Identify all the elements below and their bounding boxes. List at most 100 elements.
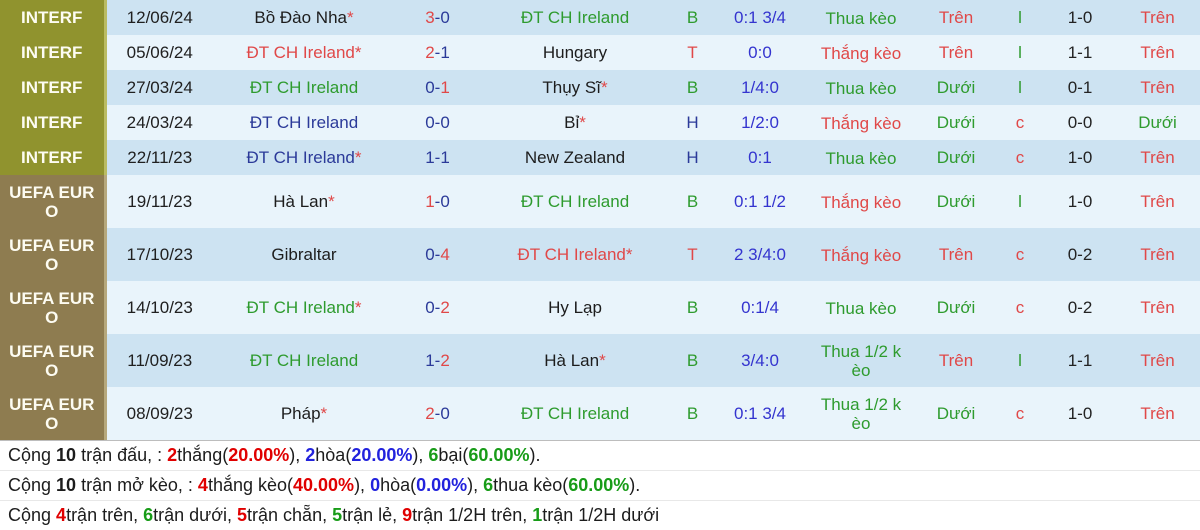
home-team-cell: Bồ Đào Nha* <box>213 0 395 35</box>
halftime-over-under-cell: Trên <box>1115 0 1200 35</box>
over-under-label: Trên <box>938 42 974 62</box>
handicap-result-label: Thắng kèo <box>820 43 902 63</box>
summary-segment: thắng( <box>177 445 229 465</box>
odd-even-letter: c <box>1015 244 1025 264</box>
summary-segment: hòa( <box>380 475 417 495</box>
handicap-value: 0:1 3/4 <box>734 7 786 27</box>
summary-segment: ), <box>354 475 371 495</box>
halftime-score: 1-1 <box>1067 350 1093 370</box>
summary-segment: 10 <box>56 475 77 495</box>
star-mark: * <box>600 77 608 97</box>
halftime-over-under-label: Trên <box>1140 244 1175 264</box>
score-dash: - <box>434 77 441 97</box>
home-team-name: ĐT CH Ireland <box>249 350 359 370</box>
summary: Cộng 10 trận đấu, : 2thắng(20.00%), 2hòa… <box>0 440 1200 530</box>
home-team-cell: ĐT CH Ireland* <box>213 35 395 70</box>
date-label: 05/06/24 <box>126 42 193 62</box>
summary-segment: 4 <box>197 475 208 495</box>
summary-segment: ), <box>289 445 306 465</box>
score-dash: - <box>434 147 441 167</box>
competition-label: UEFA EURO <box>9 182 95 221</box>
summary-segment: trận dưới, <box>153 505 238 525</box>
handicap-cell: 1/2:0 <box>715 105 805 140</box>
summary-segment: 4 <box>56 505 67 525</box>
fulltime-score-cell: 1-1 <box>395 140 480 175</box>
over-under-label: Dưới <box>936 403 976 423</box>
score-away: 1 <box>440 77 450 97</box>
summary-segment: trận đấu, : <box>76 445 168 465</box>
fulltime-score-cell: 2-0 <box>395 387 480 440</box>
date-label: 12/06/24 <box>126 7 193 27</box>
odd-even-letter: l <box>1018 77 1022 97</box>
date-cell: 14/10/23 <box>105 281 213 334</box>
score-away: 0 <box>440 112 450 132</box>
halftime-score: 0-2 <box>1067 297 1093 317</box>
halftime-over-under-cell: Trên <box>1115 175 1200 228</box>
handicap-result-cell: Thua 1/2 kèo <box>805 334 917 387</box>
home-team-name: Bồ Đào Nha <box>254 7 347 27</box>
handicap-result-cell: Thua 1/2 kèo <box>805 387 917 440</box>
over-under-cell: Dưới <box>917 387 995 440</box>
odd-even-letter: l <box>1018 7 1022 27</box>
summary-segment: Cộng <box>8 475 57 495</box>
score-away: 0 <box>440 7 450 27</box>
score-dash: - <box>434 350 441 370</box>
away-team-cell: Bỉ* <box>480 105 670 140</box>
fulltime-score-cell: 1-0 <box>395 175 480 228</box>
handicap-value: 0:0 <box>748 42 772 62</box>
competition-cell: INTERF <box>0 0 107 35</box>
handicap-cell: 0:1/4 <box>715 281 805 334</box>
competition-label: INTERF <box>21 148 83 167</box>
halftime-score-cell: 0-2 <box>1045 228 1115 281</box>
home-team-cell: ĐT CH Ireland <box>213 334 395 387</box>
result-letter-cell: B <box>670 387 715 440</box>
result-letter: H <box>686 112 699 132</box>
fulltime-score-cell: 3-0 <box>395 0 480 35</box>
away-team-cell: Hy Lạp <box>480 281 670 334</box>
score-away: 2 <box>440 297 450 317</box>
halftime-score: 1-1 <box>1067 42 1093 62</box>
summary-segment: ), <box>467 475 484 495</box>
match-row: UEFA EURO 17/10/23 Gibraltar 0-4 ĐT CH Irela… <box>0 228 1200 281</box>
score-home: 1 <box>425 350 435 370</box>
summary-segment: ). <box>629 475 641 495</box>
summary-segment: 2 <box>167 445 178 465</box>
odd-even-letter: c <box>1015 112 1025 132</box>
over-under-label: Trên <box>938 7 974 27</box>
score-home: 2 <box>425 42 435 62</box>
competition-label: INTERF <box>21 43 83 62</box>
competition-cell: INTERF <box>0 140 107 175</box>
date-label: 17/10/23 <box>126 244 193 264</box>
score-home: 0 <box>425 297 435 317</box>
handicap-cell: 0:1 <box>715 140 805 175</box>
star-mark: * <box>354 42 362 62</box>
handicap-result-cell: Thắng kèo <box>805 35 917 70</box>
halftime-over-under-cell: Trên <box>1115 70 1200 105</box>
result-letter-cell: B <box>670 334 715 387</box>
halftime-over-under-cell: Trên <box>1115 281 1200 334</box>
match-row: INTERF 27/03/24 ĐT CH Ireland 0-1 Thụy Sĩ* B 1… <box>0 70 1200 105</box>
over-under-label: Dưới <box>936 77 976 97</box>
competition-cell: UEFA EURO <box>0 175 107 228</box>
halftime-over-under-label: Trên <box>1140 297 1175 317</box>
odd-even-cell: c <box>995 105 1045 140</box>
halftime-score: 0-2 <box>1067 244 1093 264</box>
summary-segment: trận lẻ, <box>342 505 403 525</box>
score-away: 0 <box>440 403 450 423</box>
odd-even-cell: c <box>995 228 1045 281</box>
halftime-score-cell: 1-0 <box>1045 0 1115 35</box>
result-letter: H <box>686 147 699 167</box>
handicap-result-cell: Thua kèo <box>805 281 917 334</box>
competition-cell: UEFA EURO <box>0 281 107 334</box>
halftime-over-under-cell: Trên <box>1115 228 1200 281</box>
score-away: 0 <box>440 191 450 211</box>
result-letter: B <box>686 297 699 317</box>
over-under-cell: Trên <box>917 35 995 70</box>
handicap-result-cell: Thắng kèo <box>805 105 917 140</box>
handicap-result-label: Thua 1/2 kèo <box>820 394 902 433</box>
result-letter-cell: B <box>670 281 715 334</box>
home-team-name: ĐT CH Ireland <box>246 297 355 317</box>
halftime-score: 1-0 <box>1067 403 1093 423</box>
halftime-score-cell: 1-1 <box>1045 35 1115 70</box>
date-cell: 08/09/23 <box>105 387 213 440</box>
